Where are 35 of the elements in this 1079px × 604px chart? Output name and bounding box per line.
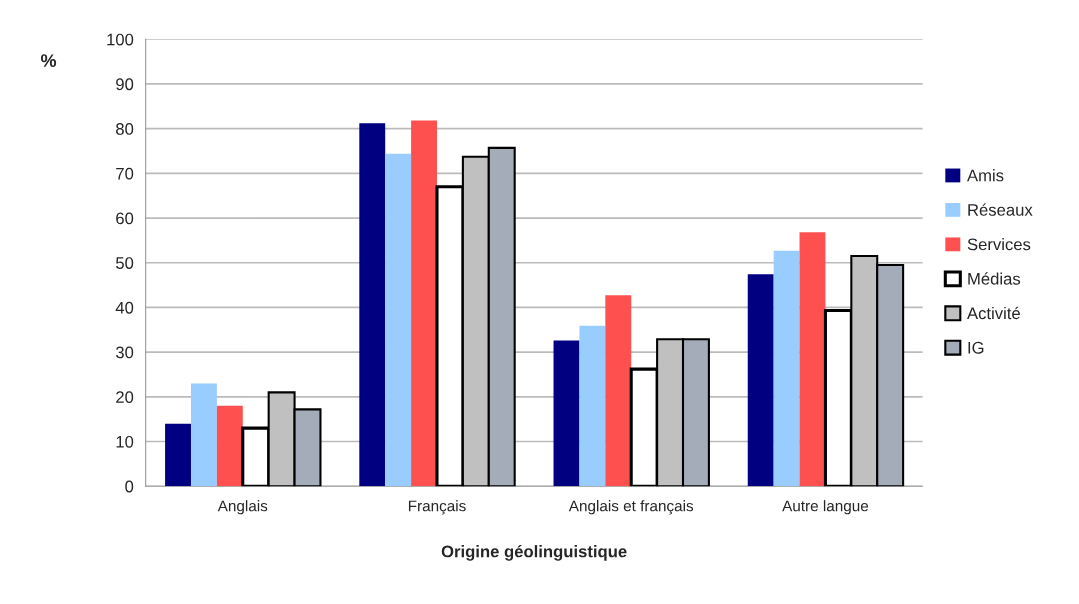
legend-label: Activité <box>967 306 1020 320</box>
x-axis-title: Origine géolinguistique <box>441 544 627 561</box>
y-tick-label: 50 <box>115 257 134 269</box>
y-tick-label: 60 <box>116 212 134 225</box>
x-tick-label: Anglais <box>217 500 268 515</box>
x-tick-label: Français <box>408 500 466 515</box>
bar <box>553 340 580 487</box>
y-tick-label: 100 <box>107 33 134 46</box>
bar <box>411 120 437 487</box>
bar <box>385 153 412 487</box>
bar <box>799 232 826 487</box>
legend-label: Services <box>967 238 1031 251</box>
bar <box>165 423 191 487</box>
legend-label: Amis <box>967 169 1004 182</box>
y-tick-label: 0 <box>125 480 134 493</box>
y-tick-label: 10 <box>116 435 134 448</box>
y-axis-title: % <box>40 54 57 67</box>
bar <box>605 295 632 487</box>
bar <box>747 274 774 487</box>
legend-label: Médias <box>968 272 1021 285</box>
y-tick-label: 70 <box>116 167 134 180</box>
y-tick-label: 30 <box>115 346 134 359</box>
bar <box>773 250 800 487</box>
y-tick-label: 20 <box>116 391 134 404</box>
y-tick-label: 40 <box>115 301 134 314</box>
x-tick-label: Autre langue <box>782 500 869 515</box>
bar <box>216 405 243 487</box>
bar <box>359 123 386 487</box>
legend-label: IG <box>968 341 984 354</box>
x-tick-label: Anglais et français <box>568 500 694 515</box>
bar <box>190 383 217 487</box>
bar <box>579 325 606 487</box>
legend-label: Réseaux <box>968 203 1033 216</box>
y-tick-label: 90 <box>116 78 134 91</box>
y-tick-label: 80 <box>116 123 134 135</box>
